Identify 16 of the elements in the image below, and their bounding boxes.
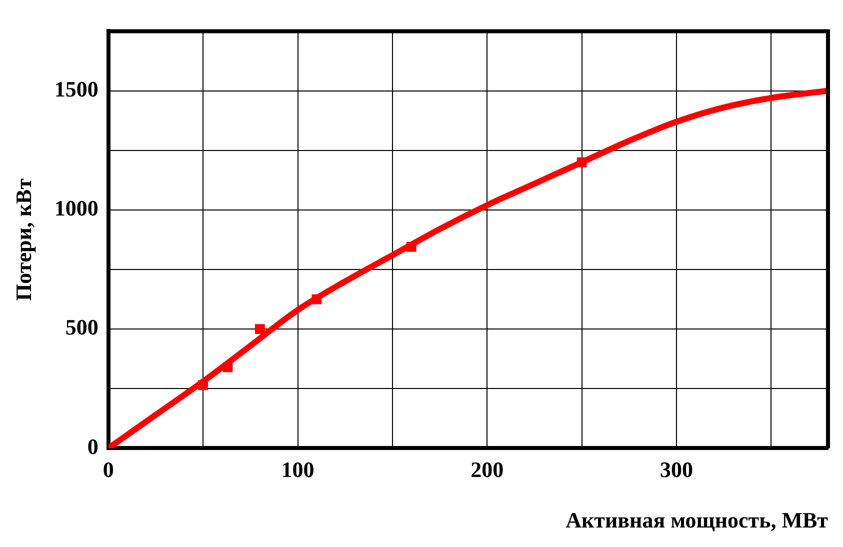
x-axis-title: Активная мощность, МВт [566,507,828,532]
point [198,380,208,390]
y-tick-label: 500 [65,314,98,340]
y-tick-label: 1500 [54,76,98,102]
x-tick-label: 200 [470,457,504,482]
point [312,294,322,304]
x-tick-label: 0 [102,457,114,482]
y-axis-title: Потери, кВт [10,178,36,301]
x-tick-label: 100 [281,457,314,482]
point [406,242,416,252]
y-tick-label: 1000 [54,196,98,221]
point [576,157,587,168]
point [222,362,233,372]
point [254,324,265,334]
y-tick-label: 0 [87,434,98,459]
x-tick-label: 300 [660,457,694,482]
